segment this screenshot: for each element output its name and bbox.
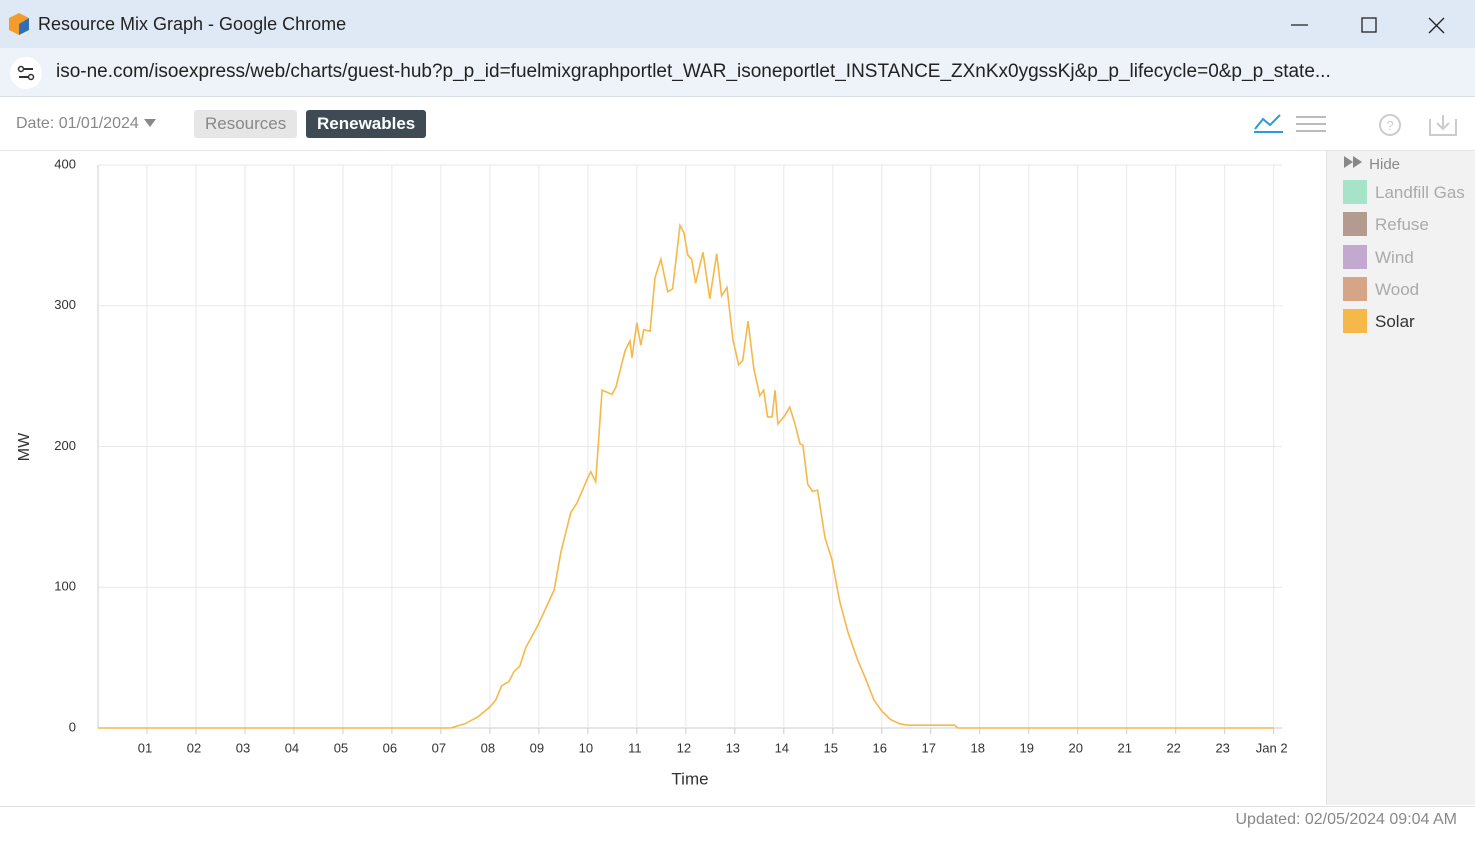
legend-label: Solar <box>1375 312 1415 332</box>
y-tick-label: 300 <box>54 297 76 312</box>
y-tick-label: 200 <box>54 438 76 453</box>
x-tick-label: 10 <box>579 740 593 755</box>
legend-item[interactable]: Wind <box>1343 244 1473 269</box>
date-picker[interactable]: Date: 01/01/2024 <box>16 115 157 133</box>
legend-label: Wood <box>1375 279 1420 299</box>
site-info-icon[interactable] <box>9 56 43 90</box>
legend-label: Refuse <box>1375 215 1429 235</box>
x-tick-label: 17 <box>922 740 936 755</box>
x-tick-label: 23 <box>1215 740 1229 755</box>
toolbar: Date: 01/01/2024 Resources Renewables ? <box>0 97 1475 151</box>
y-axis-title: MW <box>16 432 33 461</box>
x-tick-label: 12 <box>677 740 691 755</box>
tab-renewables[interactable]: Renewables <box>306 110 427 138</box>
x-tick-label: 02 <box>187 740 201 755</box>
x-tick-label: 08 <box>481 740 495 755</box>
x-tick-label: 07 <box>432 740 446 755</box>
legend-swatch <box>1343 309 1367 334</box>
x-tick-label: 13 <box>726 740 740 755</box>
x-tick-label: Jan 2 <box>1256 740 1288 755</box>
legend-item[interactable]: Solar <box>1343 309 1473 334</box>
toolbar-icons[interactable]: ? <box>1252 111 1472 139</box>
x-tick-label: 19 <box>1020 740 1034 755</box>
y-tick-label: 400 <box>54 156 76 171</box>
data-line <box>98 222 1274 729</box>
x-tick-label: 18 <box>971 740 985 755</box>
legend-label: Landfill Gas <box>1375 183 1465 202</box>
x-tick-label: 21 <box>1117 740 1131 755</box>
x-tick-label: 03 <box>236 740 250 755</box>
svg-text:?: ? <box>1386 118 1393 133</box>
toggle-arrows <box>1344 156 1362 168</box>
address-bar: iso-ne.com/isoexpress/web/charts/guest-h… <box>0 48 1475 97</box>
x-axis-title: Time <box>671 769 708 788</box>
legend-swatch <box>1343 244 1367 269</box>
app-icon <box>9 13 29 35</box>
x-tick-label: 05 <box>334 740 348 755</box>
legend-swatch <box>1343 212 1367 237</box>
legend-item[interactable]: Landfill Gas <box>1343 180 1473 204</box>
footer: Updated: 02/05/2024 09:04 AM <box>0 806 1475 852</box>
x-tick-label: 20 <box>1068 740 1082 755</box>
x-tick-label: 15 <box>824 740 838 755</box>
x-tick-label: 01 <box>138 740 152 755</box>
legend-toggle[interactable]: Hide <box>1343 155 1400 173</box>
x-tick-label: 16 <box>873 740 887 755</box>
tab-resources[interactable]: Resources <box>194 110 298 138</box>
window-controls[interactable] <box>1280 10 1460 40</box>
url[interactable]: iso-ne.com/isoexpress/web/charts/guest-h… <box>56 61 1331 82</box>
legend-swatch <box>1343 276 1367 301</box>
y-tick-label: 0 <box>69 719 76 734</box>
chart: Time MW 0 100 200 300 400 01 02 03 04 05 06 07 08 09 1… <box>16 156 1288 788</box>
x-tick-label: 11 <box>628 740 642 755</box>
date-label[interactable]: Date: 01/01/2024 <box>16 115 139 132</box>
legend: Hide Landfill Gas Refuse Wind Wood Solar <box>1326 151 1475 805</box>
legend-item[interactable]: Refuse <box>1343 212 1473 237</box>
legend-toggle-label[interactable]: Hide <box>1369 156 1401 173</box>
title-bar: Resource Mix Graph - Google Chrome <box>0 0 1475 48</box>
x-tick-label: 04 <box>285 740 299 755</box>
legend-swatch <box>1343 180 1367 204</box>
x-tick-label: 22 <box>1166 740 1180 755</box>
x-tick-label: 06 <box>383 740 397 755</box>
dropdown-arrow <box>144 119 157 127</box>
window-title: Resource Mix Graph - Google Chrome <box>38 14 347 34</box>
legend-item[interactable]: Wood <box>1343 276 1473 301</box>
y-tick-label: 100 <box>54 579 76 594</box>
x-tick-label: 14 <box>775 740 789 755</box>
updated-time: Updated: 02/05/2024 09:04 AM <box>1235 811 1457 828</box>
legend-label: Wind <box>1375 247 1414 267</box>
x-tick-label: 09 <box>530 740 544 755</box>
